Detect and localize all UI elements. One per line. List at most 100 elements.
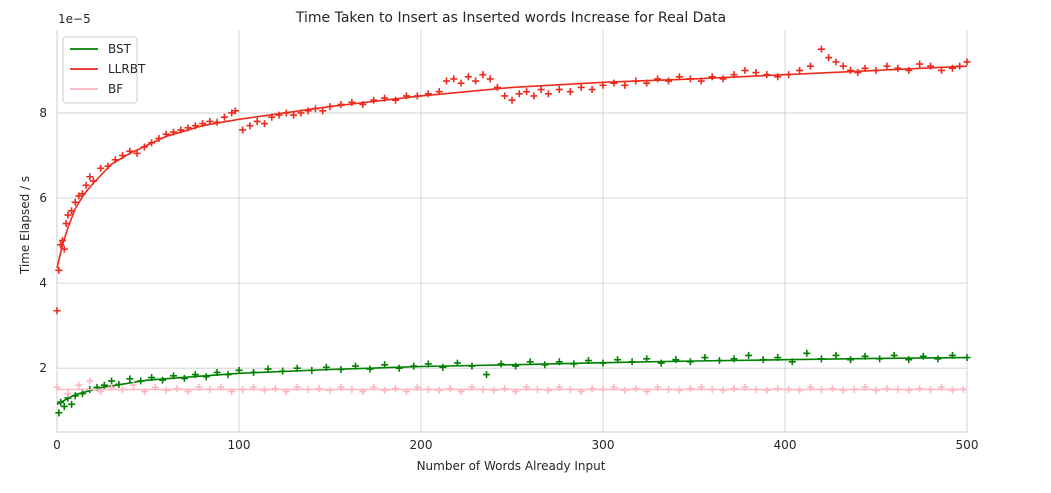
llrbt-point (806, 62, 814, 70)
llrbt-point (621, 81, 629, 89)
bf-point (490, 386, 498, 394)
bf-point (883, 385, 891, 393)
llrbt-point (817, 45, 825, 53)
bf-point (774, 385, 782, 393)
bf-point (719, 386, 727, 394)
bf-point (173, 385, 181, 393)
llrbt-point (457, 79, 465, 87)
llrbt-point (544, 90, 552, 98)
bf-point (544, 386, 552, 394)
llrbt-point (53, 307, 61, 315)
bf-point (129, 381, 137, 389)
bf-point (632, 385, 640, 393)
y-axis-label: Time Elapsed / s (18, 176, 32, 275)
llrbt-point (530, 92, 538, 100)
bf-point (828, 385, 836, 393)
llrbt-point (464, 73, 472, 81)
llrbt-point (231, 107, 239, 115)
y-axis-offset-text: 1e−5 (58, 12, 91, 26)
llrbt-point (719, 75, 727, 83)
llrbt-point (275, 111, 283, 119)
llrbt-point (71, 198, 79, 206)
bst-fit-line (56, 356, 968, 406)
x-tick-label: 200 (410, 438, 433, 452)
bst-point (730, 355, 738, 363)
llrbt-point (708, 73, 716, 81)
bst-point (847, 356, 855, 364)
llrbt-point (239, 126, 247, 134)
llrbt-point (832, 58, 840, 66)
llrbt-point (515, 90, 523, 98)
x-tick-label: 500 (956, 438, 979, 452)
legend-label-llrbt: LLRBT (108, 62, 146, 76)
bst-point (745, 351, 753, 359)
bf-point (948, 386, 956, 394)
bf-point (839, 386, 847, 394)
bst-point (512, 362, 520, 370)
bf-point (326, 386, 334, 394)
llrbt-point (486, 75, 494, 83)
llrbt-point (588, 86, 596, 94)
bst-point (657, 359, 665, 367)
bst-point (934, 355, 942, 363)
llrbt-point (665, 77, 673, 85)
bst-point (108, 377, 116, 385)
bst-point (60, 402, 68, 410)
plot-area (53, 45, 971, 417)
llrbt-point (752, 69, 760, 77)
llrbt-point (493, 83, 501, 91)
bf-point (64, 390, 72, 398)
y-tick-label: 6 (39, 191, 47, 205)
llrbt-point (82, 181, 90, 189)
grid (57, 30, 968, 432)
llrbt-point (220, 113, 228, 121)
llrbt-point (290, 111, 298, 119)
y-tick-label: 4 (39, 276, 47, 290)
llrbt-point (610, 79, 618, 87)
llrbt-point (654, 75, 662, 83)
llrbt-point (479, 71, 487, 79)
bst-point (126, 375, 134, 383)
llrbt-point (948, 64, 956, 72)
bf-point (916, 385, 924, 393)
x-tick-label: 400 (774, 438, 797, 452)
bst-point (905, 356, 913, 364)
llrbt-point (472, 77, 480, 85)
x-tick-label: 300 (592, 438, 615, 452)
bf-point (86, 377, 94, 385)
bst-point (395, 364, 403, 372)
bf-point (446, 385, 454, 393)
bst-point (439, 363, 447, 371)
bf-point (588, 385, 596, 393)
llrbt-point (905, 66, 913, 74)
x-tick-label: 100 (228, 438, 251, 452)
bst-point (483, 371, 491, 379)
llrbt-point (501, 92, 509, 100)
bst-point (803, 349, 811, 357)
bf-point (905, 386, 913, 394)
y-tick-label: 8 (39, 106, 47, 120)
llrbt-point (566, 88, 574, 96)
x-tick-label: 0 (53, 438, 61, 452)
series-bst (55, 349, 971, 417)
bf-point (381, 386, 389, 394)
llrbt-point (64, 211, 72, 219)
llrbt-point (86, 173, 94, 181)
llrbt-point (55, 266, 63, 274)
llrbt-fit-line (56, 65, 968, 269)
bst-point (68, 400, 76, 408)
llrbt-point (450, 75, 458, 83)
llrbt-point (246, 122, 254, 130)
legend-label-bst: BST (108, 42, 132, 56)
llrbt-point (796, 66, 804, 74)
llrbt-point (304, 107, 312, 115)
legend-label-bf: BF (108, 82, 123, 96)
bf-point (315, 385, 323, 393)
bf-point (675, 386, 683, 394)
axes-spines (56, 30, 967, 433)
series-bf (53, 377, 967, 398)
llrbt-point (253, 117, 261, 125)
bst-point (701, 354, 709, 362)
llrbt-point (839, 62, 847, 70)
